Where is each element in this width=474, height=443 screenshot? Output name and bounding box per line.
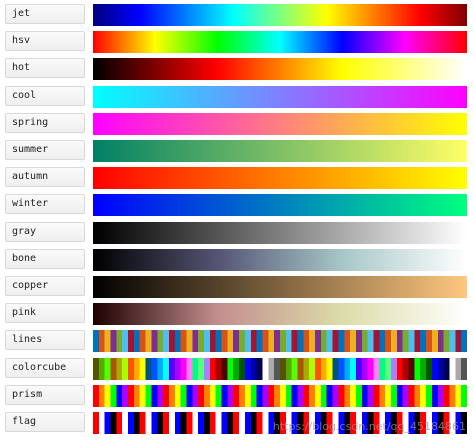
colormap-label: copper bbox=[5, 276, 85, 296]
colormap-label: spring bbox=[5, 113, 85, 133]
colormap-swatch-pink bbox=[93, 303, 467, 325]
colormap-row-lines: lines bbox=[0, 330, 474, 352]
colormap-swatch-bone bbox=[93, 249, 467, 271]
colormap-label: prism bbox=[5, 385, 85, 405]
colormap-swatch-hot bbox=[93, 58, 467, 80]
colormap-row-jet: jet bbox=[0, 4, 474, 26]
colormap-label: hsv bbox=[5, 31, 85, 51]
colormap-swatch-hsv bbox=[93, 31, 467, 53]
colormap-swatch-gray bbox=[93, 222, 467, 244]
colormap-swatch-colorcube bbox=[93, 358, 467, 380]
colormap-label: pink bbox=[5, 303, 85, 323]
colormap-row-spring: spring bbox=[0, 113, 474, 135]
colormap-row-gray: gray bbox=[0, 222, 474, 244]
colormap-swatch-winter bbox=[93, 194, 467, 216]
colormap-label: gray bbox=[5, 222, 85, 242]
colormap-label: hot bbox=[5, 58, 85, 78]
colormap-swatch-prism bbox=[93, 385, 467, 407]
colormap-label: winter bbox=[5, 194, 85, 214]
colormap-row-pink: pink bbox=[0, 303, 474, 325]
colormap-swatch-flag bbox=[93, 412, 467, 434]
colormap-row-hot: hot bbox=[0, 58, 474, 80]
colormap-swatch-summer bbox=[93, 140, 467, 162]
colormap-row-colorcube: colorcube bbox=[0, 358, 474, 380]
colormap-row-hsv: hsv bbox=[0, 31, 474, 53]
colormap-row-autumn: autumn bbox=[0, 167, 474, 189]
colormap-swatch-autumn bbox=[93, 167, 467, 189]
colormap-swatch-lines bbox=[93, 330, 467, 352]
colormap-row-summer: summer bbox=[0, 140, 474, 162]
colormap-row-cool: cool bbox=[0, 86, 474, 108]
colormap-swatch-spring bbox=[93, 113, 467, 135]
colormap-label: bone bbox=[5, 249, 85, 269]
colormap-label: summer bbox=[5, 140, 85, 160]
colormap-label: colorcube bbox=[5, 358, 85, 378]
colormap-label: lines bbox=[5, 330, 85, 350]
colormap-label: jet bbox=[5, 4, 85, 24]
colormap-swatch-cool bbox=[93, 86, 467, 108]
colormap-row-flag: flag bbox=[0, 412, 474, 434]
colormap-swatch-copper bbox=[93, 276, 467, 298]
colormap-row-winter: winter bbox=[0, 194, 474, 216]
colormap-label: flag bbox=[5, 412, 85, 432]
colormap-row-prism: prism bbox=[0, 385, 474, 407]
watermark: https://blog.csdn.net/qq_45184861 bbox=[272, 420, 466, 433]
colormap-row-copper: copper bbox=[0, 276, 474, 298]
colormap-swatch-jet bbox=[93, 4, 467, 26]
colormap-label: cool bbox=[5, 86, 85, 106]
colormap-label: autumn bbox=[5, 167, 85, 187]
colormap-row-bone: bone bbox=[0, 249, 474, 271]
